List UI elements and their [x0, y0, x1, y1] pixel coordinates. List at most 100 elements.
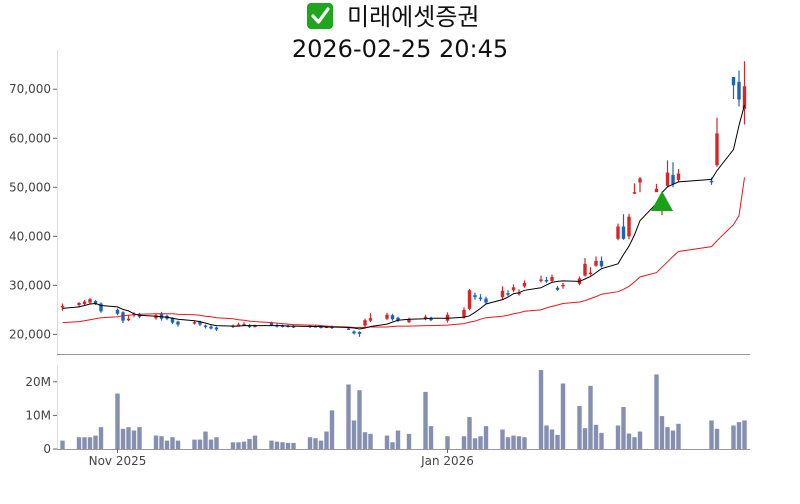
candle-body — [242, 324, 246, 326]
candle — [115, 308, 120, 316]
volume-bar — [742, 420, 747, 449]
candle — [500, 286, 505, 300]
candle — [616, 223, 620, 241]
volume-bar — [98, 427, 104, 449]
candle-body — [638, 178, 642, 183]
candle — [357, 331, 362, 337]
candle — [60, 303, 65, 311]
volume-bar — [593, 424, 599, 449]
candle — [126, 314, 131, 322]
candle-body — [291, 326, 296, 328]
volume-bar — [390, 442, 395, 449]
volume-bar — [269, 440, 274, 449]
candle-body — [621, 226, 626, 239]
volume-bar — [324, 431, 329, 449]
candle — [555, 285, 560, 291]
price-y-ticks: 20,000 30,000 40,000 50,000 60,000 70,000 — [9, 82, 57, 341]
volume-bar — [659, 416, 665, 449]
volume-bar — [351, 420, 357, 449]
volume-bar — [615, 425, 621, 449]
candle-body — [478, 297, 483, 300]
candle-body — [588, 272, 593, 275]
chart-datetime: 2026-02-25 20:45 — [292, 35, 508, 63]
candle — [429, 316, 433, 322]
volume-bar — [549, 429, 555, 449]
volume-bar — [577, 405, 582, 449]
candle — [88, 298, 92, 305]
candle — [242, 322, 246, 326]
candle-body — [599, 260, 604, 267]
candle-body — [676, 173, 681, 180]
volume-bar — [208, 439, 214, 449]
volume-bar — [241, 441, 247, 449]
candle — [484, 296, 488, 304]
volume-bar — [395, 430, 401, 449]
volume-bar — [291, 442, 296, 449]
volume-bar — [274, 441, 280, 449]
candle-body — [346, 328, 351, 331]
candle — [742, 61, 747, 125]
candle — [638, 176, 642, 193]
volume-bar — [461, 436, 467, 449]
candle-body — [632, 192, 637, 194]
volume-bar — [313, 438, 318, 449]
candle — [599, 256, 604, 268]
candle — [121, 311, 125, 324]
date-x-ticks: Nov 2025 Jan 2026 — [89, 449, 474, 468]
volume-bar — [192, 439, 197, 449]
price-panel: 20,000 30,000 40,000 50,000 60,000 70,000 — [9, 50, 750, 355]
volume-bar — [472, 438, 478, 449]
volume-bar — [153, 435, 159, 449]
chart-header: 미래에셋증권 2026-02-25 20:45 — [292, 3, 508, 63]
candle-body — [671, 175, 675, 185]
volume-bar — [423, 391, 428, 449]
volume-bar — [599, 432, 604, 449]
candle — [99, 302, 103, 313]
candle — [731, 76, 736, 100]
candle-body — [517, 292, 521, 295]
candle — [506, 290, 510, 297]
price-tick-label: 20,000 — [9, 327, 51, 341]
candle-body — [665, 172, 670, 186]
volume-bar — [164, 440, 170, 449]
candle-body — [737, 81, 741, 100]
candle — [93, 300, 98, 305]
candle-body — [236, 324, 241, 327]
volume-bar — [329, 410, 335, 449]
stock-name: 미래에셋증권 — [347, 3, 479, 31]
candle-body — [82, 301, 87, 304]
candle — [583, 257, 587, 277]
candle — [522, 280, 527, 288]
candle-body — [214, 327, 219, 330]
volume-bar — [131, 430, 137, 449]
volume-bar — [670, 430, 676, 449]
candle-body — [363, 320, 367, 326]
candle-body — [390, 315, 395, 320]
candle-body — [176, 321, 180, 325]
candle-body — [396, 317, 400, 321]
candle-body — [654, 188, 659, 193]
volume-tick-label: 20M — [25, 375, 51, 389]
candle-body — [407, 319, 411, 323]
moving-averages — [62, 104, 745, 330]
volume-bar — [632, 437, 637, 449]
volume-tick-label: 0 — [43, 442, 51, 456]
volume-bar — [82, 437, 87, 449]
volume-bar — [175, 440, 181, 449]
volume-bar — [285, 442, 291, 449]
candle-body — [539, 279, 543, 281]
candle — [407, 317, 411, 324]
volume-bar — [467, 417, 472, 449]
candle — [368, 313, 373, 323]
volume-bar — [203, 431, 208, 449]
candle — [671, 162, 675, 188]
candle — [737, 70, 741, 107]
candle — [594, 256, 598, 267]
volume-bar — [428, 426, 434, 449]
check-mark-icon — [311, 7, 330, 24]
volume-bar — [538, 370, 544, 449]
candle-body — [742, 86, 747, 109]
short-moving-average-line — [62, 104, 745, 330]
